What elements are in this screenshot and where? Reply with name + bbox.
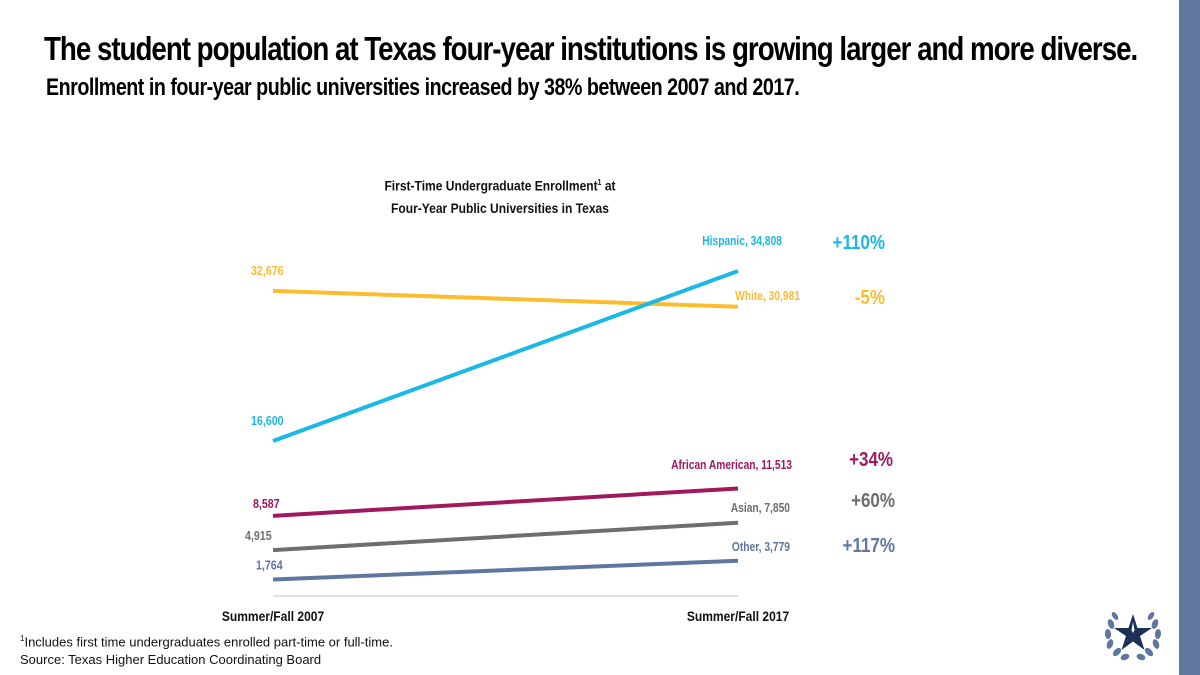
chart-title-line2: Four-Year Public Universities in Texas bbox=[391, 199, 609, 216]
chart-title: First-Time Undergraduate Enrollment1 at … bbox=[354, 172, 646, 219]
start-value-label: 8,587 bbox=[253, 496, 280, 511]
series-line-asian bbox=[272, 520, 739, 553]
slide-title: The student population at Texas four-yea… bbox=[44, 30, 1138, 67]
chart-title-line1-end: at bbox=[601, 177, 616, 194]
end-value-label: Hispanic, 34,808 bbox=[702, 235, 782, 248]
start-value-label: 16,600 bbox=[251, 413, 284, 428]
start-value-label: 4,915 bbox=[245, 528, 272, 543]
accent-bar bbox=[1179, 0, 1200, 675]
percent-change-label: -5% bbox=[855, 286, 885, 309]
source-note: Source: Texas Higher Education Coordinat… bbox=[20, 652, 322, 668]
series-line-other bbox=[272, 558, 739, 582]
percent-change-label: +60% bbox=[851, 489, 895, 512]
end-value-label: Other, 3,779 bbox=[732, 541, 790, 554]
end-value-label: White, 30,981 bbox=[735, 290, 800, 303]
footnote-note: 1Includes first time undergraduates enro… bbox=[20, 634, 393, 650]
series-line-white bbox=[272, 288, 739, 309]
percent-change-label: +110% bbox=[833, 231, 885, 254]
percent-change-label: +117% bbox=[843, 534, 895, 557]
start-value-label: 32,676 bbox=[251, 263, 284, 278]
percent-change-label: +34% bbox=[849, 448, 893, 471]
slide-subtitle: Enrollment in four-year public universit… bbox=[46, 74, 800, 101]
series-line-hispanic bbox=[272, 269, 739, 443]
end-value-label: Asian, 7,850 bbox=[731, 502, 790, 515]
star-laurel-logo-icon bbox=[1104, 612, 1162, 661]
end-value-label: African American, 11,513 bbox=[671, 459, 792, 472]
footnote: 1Includes first time undergraduates enro… bbox=[20, 630, 393, 669]
x-tick-label: Summer/Fall 2017 bbox=[687, 608, 789, 624]
chart-title-line1: First-Time Undergraduate Enrollment bbox=[384, 177, 598, 194]
series-line-african-american bbox=[272, 486, 739, 518]
footnote-marker: 1 bbox=[597, 178, 602, 187]
start-value-label: 1,764 bbox=[256, 558, 283, 573]
x-tick-label: Summer/Fall 2007 bbox=[222, 608, 324, 624]
